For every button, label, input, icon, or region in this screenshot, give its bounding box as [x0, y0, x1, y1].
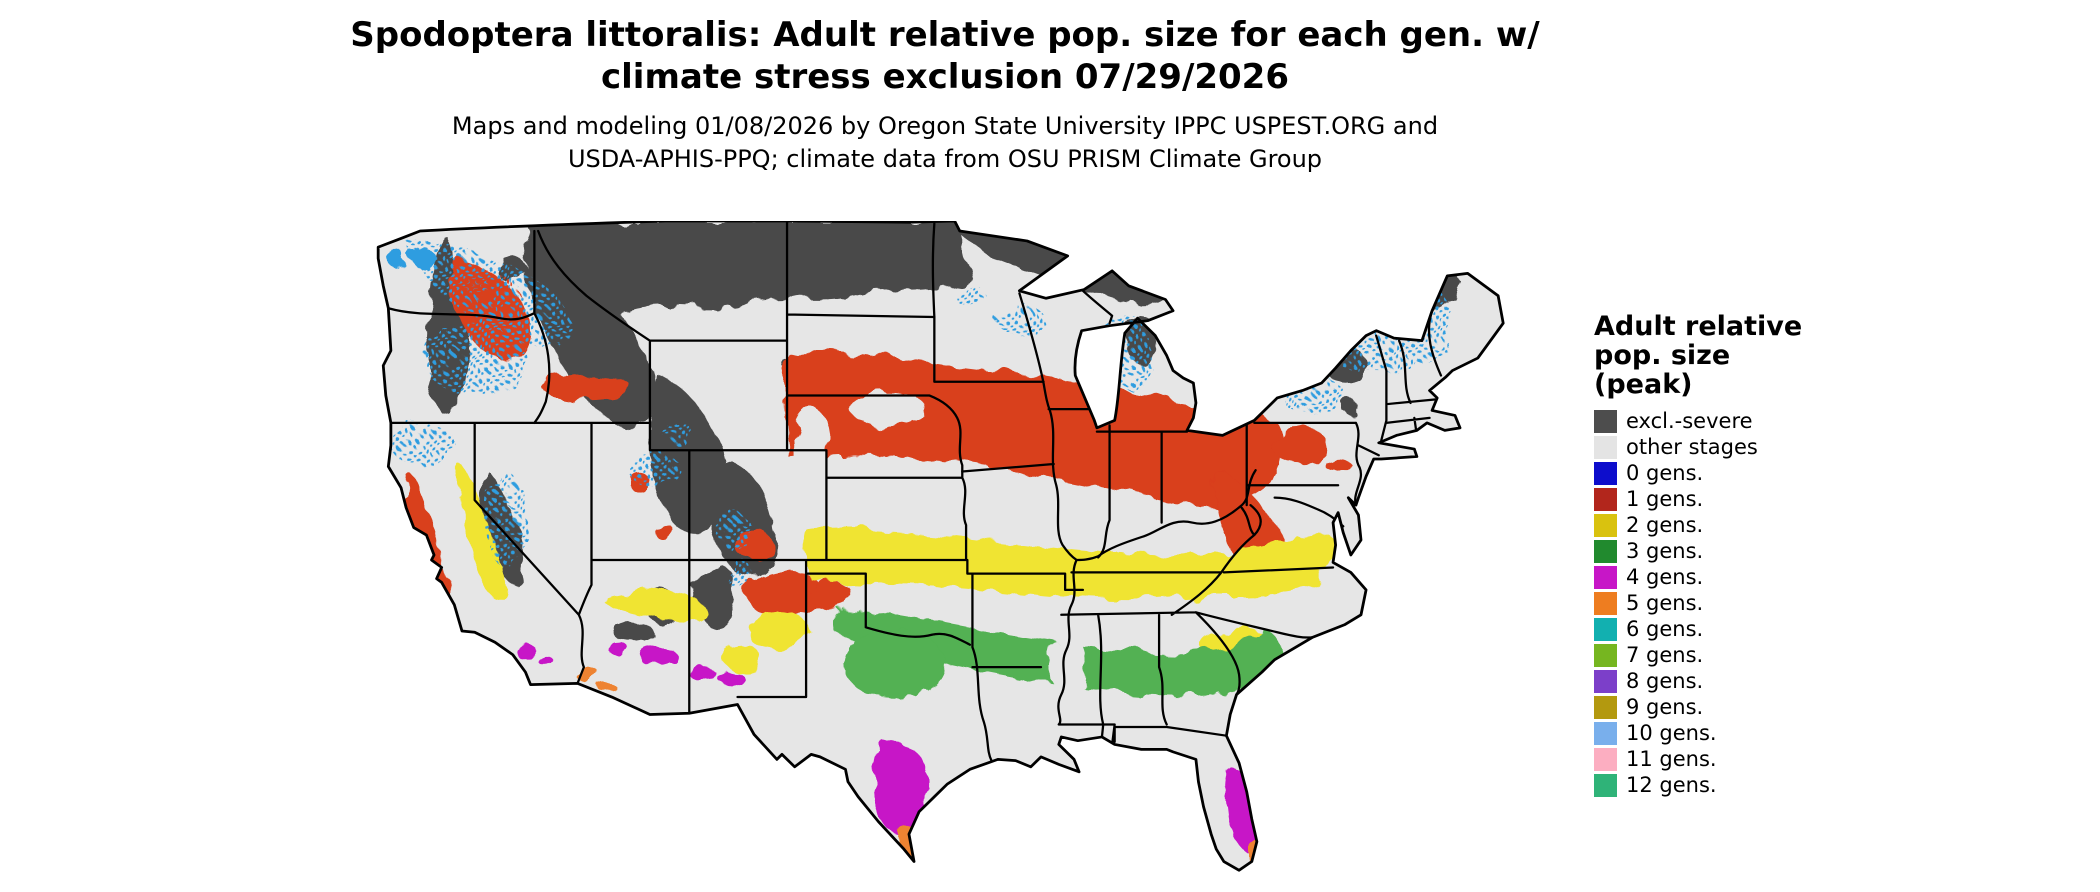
- legend-swatch: [1594, 409, 1617, 433]
- legend-item: 9 gens.: [1594, 694, 1874, 720]
- legend-item-label: 2 gens.: [1626, 512, 1704, 537]
- legend-item-label: 3 gens.: [1626, 538, 1704, 563]
- state-borders: [387, 221, 1443, 762]
- legend-item-label: 10 gens.: [1626, 720, 1717, 745]
- legend-item: 7 gens.: [1594, 642, 1874, 668]
- legend-swatch: [1594, 513, 1617, 537]
- legend-swatch: [1594, 773, 1617, 797]
- legend-item-label: 5 gens.: [1626, 590, 1704, 615]
- map-title-line1: Spodoptera littoralis: Adult relative po…: [350, 15, 1540, 55]
- map-region-2-gens: [456, 466, 1339, 670]
- legend-items: excl.-severe other stages 0 gens. 1 gens. 2 …: [1594, 408, 1874, 798]
- legend-swatch: [1594, 695, 1617, 719]
- legend-swatch: [1594, 565, 1617, 589]
- legend-item-label: 0 gens.: [1626, 460, 1704, 485]
- legend-item-label: 12 gens.: [1626, 772, 1717, 797]
- subtitle-block: Maps and modeling 01/08/2026 by Oregon S…: [0, 110, 1890, 176]
- legend-swatch: [1594, 539, 1617, 563]
- legend-item-label: 11 gens.: [1626, 746, 1717, 771]
- title-block: Spodoptera littoralis: Adult relative po…: [0, 14, 1890, 176]
- us-map-svg: [376, 221, 1505, 872]
- legend-title-line1: Adult relative: [1594, 311, 1803, 342]
- legend-swatch: [1594, 721, 1617, 745]
- legend-item-label: 9 gens.: [1626, 694, 1704, 719]
- legend-swatch: [1594, 617, 1617, 641]
- legend-swatch: [1594, 669, 1617, 693]
- legend-item: 3 gens.: [1594, 538, 1874, 564]
- legend-item: 12 gens.: [1594, 772, 1874, 798]
- legend-item-label: excl.-severe: [1626, 408, 1753, 433]
- map-raster-layers: [378, 221, 1504, 871]
- map-region-green-holes: [1052, 632, 1086, 708]
- legend-item-label: 8 gens.: [1626, 668, 1704, 693]
- legend: Adult relative pop. size (peak) excl.-se…: [1594, 312, 1874, 798]
- legend-item: 6 gens.: [1594, 616, 1874, 642]
- legend-item: 4 gens.: [1594, 564, 1874, 590]
- us-outline: [376, 221, 1505, 872]
- legend-title-line2: pop. size: [1594, 340, 1731, 371]
- legend-item: 10 gens.: [1594, 720, 1874, 746]
- legend-item-label: other stages: [1626, 434, 1758, 459]
- us-generation-map: [335, 221, 1554, 879]
- legend-item: other stages: [1594, 434, 1874, 460]
- legend-swatch: [1594, 747, 1617, 771]
- map-region-red-holes: [793, 391, 926, 471]
- legend-item: 1 gens.: [1594, 486, 1874, 512]
- legend-item: 11 gens.: [1594, 746, 1874, 772]
- legend-item: 2 gens.: [1594, 512, 1874, 538]
- map-title-line2: climate stress exclusion 07/29/2026: [600, 57, 1289, 97]
- legend-item-label: 7 gens.: [1626, 642, 1704, 667]
- legend-swatch: [1594, 461, 1617, 485]
- legend-swatch: [1594, 435, 1617, 459]
- legend-item-label: 4 gens.: [1626, 564, 1704, 589]
- legend-item: 0 gens.: [1594, 460, 1874, 486]
- map-subtitle-line2: USDA-APHIS-PPQ; climate data from OSU PR…: [567, 145, 1323, 173]
- legend-swatch: [1594, 591, 1617, 615]
- legend-item: excl.-severe: [1594, 408, 1874, 434]
- legend-title-line3: (peak): [1594, 369, 1693, 400]
- legend-item-label: 6 gens.: [1626, 616, 1704, 641]
- legend-item-label: 1 gens.: [1626, 486, 1704, 511]
- legend-swatch: [1594, 643, 1617, 667]
- legend-item: 8 gens.: [1594, 668, 1874, 694]
- legend-title: Adult relative pop. size (peak): [1594, 312, 1874, 399]
- legend-item: 5 gens.: [1594, 590, 1874, 616]
- legend-swatch: [1594, 487, 1617, 511]
- map-subtitle-line1: Maps and modeling 01/08/2026 by Oregon S…: [451, 112, 1439, 140]
